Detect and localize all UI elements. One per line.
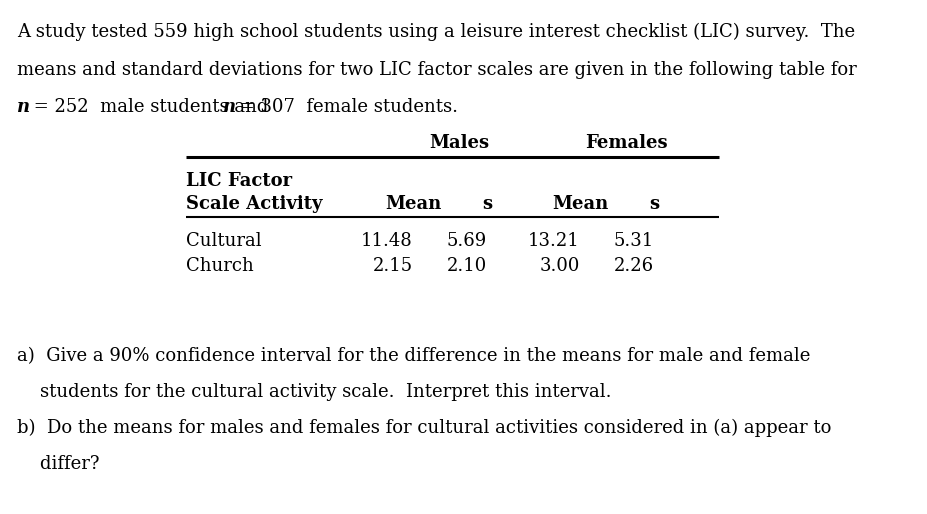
- Text: n: n: [17, 98, 30, 116]
- Text: Scale Activity: Scale Activity: [185, 195, 322, 213]
- Text: s: s: [482, 195, 491, 213]
- Text: students for the cultural activity scale.  Interpret this interval.: students for the cultural activity scale…: [17, 383, 611, 401]
- Text: = 252  male students and: = 252 male students and: [28, 98, 273, 116]
- Text: Mean: Mean: [552, 195, 607, 213]
- Text: means and standard deviations for two LIC factor scales are given in the followi: means and standard deviations for two LI…: [17, 61, 856, 79]
- Text: = 307  female students.: = 307 female students.: [234, 98, 457, 116]
- Text: a)  Give a 90% confidence interval for the difference in the means for male and : a) Give a 90% confidence interval for th…: [17, 347, 809, 365]
- Text: 2.26: 2.26: [614, 257, 654, 275]
- Text: Females: Females: [584, 134, 667, 152]
- Text: s: s: [649, 195, 658, 213]
- Text: differ?: differ?: [17, 455, 99, 473]
- Text: 2.15: 2.15: [373, 257, 413, 275]
- Text: 5.69: 5.69: [447, 232, 487, 250]
- Text: Males: Males: [429, 134, 489, 152]
- Text: n: n: [222, 98, 235, 116]
- Text: 3.00: 3.00: [539, 257, 579, 275]
- Text: Cultural: Cultural: [185, 232, 260, 250]
- Text: 11.48: 11.48: [361, 232, 413, 250]
- Text: b)  Do the means for males and females for cultural activities considered in (a): b) Do the means for males and females fo…: [17, 419, 831, 437]
- Text: A study tested 559 high school students using a leisure interest checklist (LIC): A study tested 559 high school students …: [17, 23, 854, 42]
- Text: 13.21: 13.21: [527, 232, 579, 250]
- Text: 2.10: 2.10: [447, 257, 487, 275]
- Text: Church: Church: [185, 257, 253, 275]
- Text: 5.31: 5.31: [614, 232, 654, 250]
- Text: Mean: Mean: [385, 195, 440, 213]
- Text: LIC Factor: LIC Factor: [185, 172, 291, 190]
